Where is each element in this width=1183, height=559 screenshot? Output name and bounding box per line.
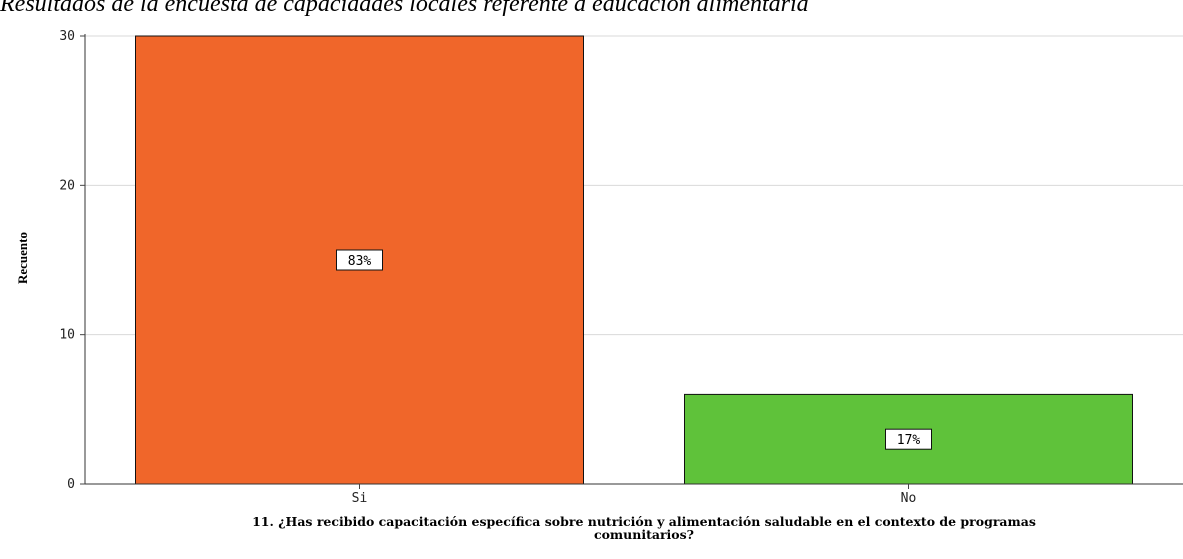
bars [135, 35, 1133, 485]
figure-caption: Resultados de la encuesta de capacidades… [0, 0, 809, 17]
bar-no [684, 393, 1133, 485]
data-label-si: 83% [348, 254, 372, 269]
x-tick-label-si: Si [352, 491, 368, 506]
x-tick-labels: Si No [352, 484, 917, 506]
x-axis-label-line: 11. ¿Has recibido capacitación específic… [252, 514, 1036, 529]
x-axis-label: 11. ¿Has recibido capacitación específic… [252, 514, 1036, 542]
axes [84, 34, 1183, 485]
y-tick-label: 30 [59, 29, 75, 44]
y-tick-label: 20 [59, 178, 75, 193]
data-label-box [336, 249, 383, 271]
y-tick-label: 0 [67, 477, 75, 492]
y-axis-label: Recuento [15, 232, 30, 284]
data-labels: 83% 17% [336, 249, 932, 450]
x-axis-label-line: comunitarios? [594, 527, 694, 542]
data-label-no: 17% [897, 433, 921, 448]
y-tick-labels: 0 10 20 30 [59, 29, 85, 492]
data-label-box [885, 428, 932, 450]
x-tick-label-no: No [901, 491, 917, 506]
y-tick-label: 10 [59, 328, 75, 343]
